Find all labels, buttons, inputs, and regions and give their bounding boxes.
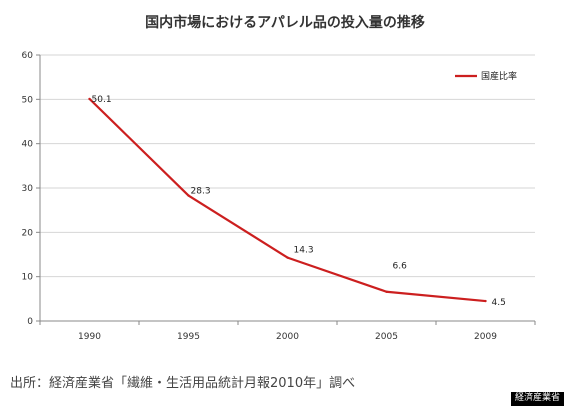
source-note: 出所：経済産業省「繊維・生活用品統計月報2010年」調べ bbox=[10, 376, 356, 391]
data-label: 28.3 bbox=[191, 187, 211, 197]
data-point bbox=[88, 97, 91, 101]
axes bbox=[36, 54, 536, 325]
data-label: 50.1 bbox=[92, 95, 112, 105]
y-tick-labels: 0 10 20 30 40 50 60 bbox=[22, 51, 34, 327]
y-tick-label: 20 bbox=[22, 228, 34, 238]
legend: 国産比率 bbox=[455, 70, 517, 82]
x-tick-label: 1990 bbox=[78, 332, 101, 342]
legend-label: 国産比率 bbox=[481, 70, 517, 82]
data-label: 4.5 bbox=[492, 298, 506, 308]
data-label: 6.6 bbox=[393, 262, 408, 272]
y-tick-label: 60 bbox=[22, 51, 34, 61]
x-tick-label: 1995 bbox=[177, 332, 200, 342]
y-tick-label: 10 bbox=[22, 273, 34, 283]
data-point bbox=[385, 290, 388, 293]
x-tick-label: 2000 bbox=[276, 332, 299, 342]
data-point bbox=[484, 299, 487, 303]
data-point bbox=[187, 194, 190, 197]
y-tick-label: 40 bbox=[22, 140, 34, 150]
x-tick-label: 2009 bbox=[474, 332, 497, 342]
y-tick-label: 30 bbox=[22, 184, 34, 194]
data-labels: 50.1 28.3 14.3 6.6 4.5 bbox=[92, 95, 506, 308]
x-tick-labels: 1990 1995 2000 2005 2009 bbox=[78, 332, 497, 342]
y-tick-label: 0 bbox=[27, 317, 33, 327]
series-line-国産比率 bbox=[88, 98, 486, 303]
series-layer bbox=[88, 97, 487, 303]
y-tick-label: 50 bbox=[22, 95, 34, 105]
data-point bbox=[286, 256, 289, 259]
gridlines bbox=[40, 54, 535, 278]
x-tick-label: 2005 bbox=[375, 332, 398, 342]
data-label: 14.3 bbox=[294, 246, 314, 256]
credit-badge: 経済産業省 bbox=[510, 392, 564, 406]
chart-title: 国内市場におけるアパレル品の投入量の推移 bbox=[145, 14, 425, 31]
